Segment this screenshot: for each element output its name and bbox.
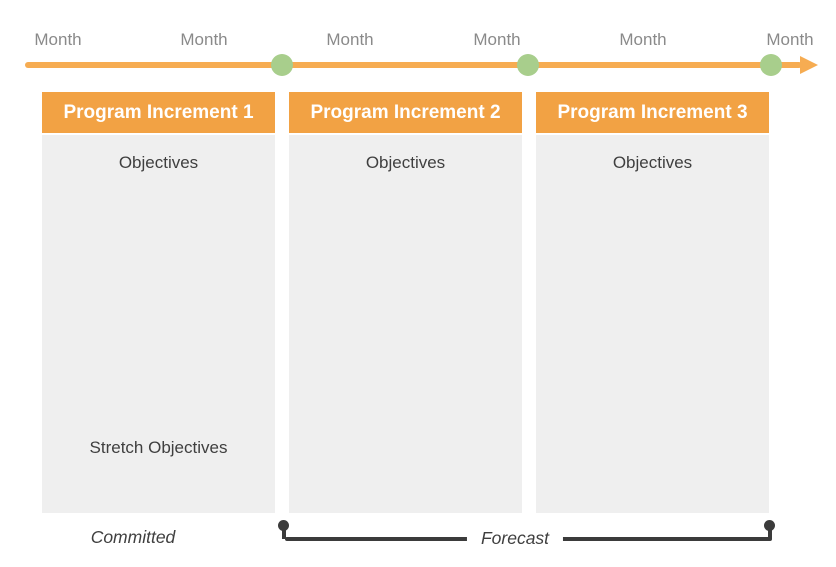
objectives-label: Objectives: [612, 153, 693, 172]
forecast-bracket-dot: [764, 520, 775, 531]
forecast-bracket-dot: [278, 520, 289, 531]
panel-body: Objectives: [536, 135, 769, 513]
objectives-label: Objectives: [365, 153, 446, 172]
forecast-bracket-end: [768, 526, 772, 539]
panel-program-increment-3: Program Increment 3 Objectives: [536, 92, 769, 513]
month-label: Month: [766, 30, 814, 49]
panel-body: Objectives Stretch Objectives: [42, 135, 275, 513]
forecast-bracket-end: [282, 526, 286, 539]
month-label: Month: [619, 30, 667, 49]
panel-header: Program Increment 1: [42, 92, 275, 133]
timeline-arrowhead-icon: [800, 56, 818, 74]
panel-body: Objectives: [289, 135, 522, 513]
stretch-objectives-label: Stretch Objectives: [89, 438, 228, 457]
milestone-dot: [271, 54, 293, 76]
panel-program-increment-1: Program Increment 1 Objectives Stretch O…: [42, 92, 275, 513]
timeline-arrow-line: [25, 62, 802, 68]
panel-header: Program Increment 2: [289, 92, 522, 133]
panel-header: Program Increment 3: [536, 92, 769, 133]
month-label: Month: [34, 30, 82, 49]
month-label: Month: [180, 30, 228, 49]
milestone-dot: [517, 54, 539, 76]
milestone-dot: [760, 54, 782, 76]
committed-label: Committed: [90, 527, 176, 547]
objectives-label: Objectives: [118, 153, 199, 172]
panel-program-increment-2: Program Increment 2 Objectives: [289, 92, 522, 513]
forecast-label: Forecast: [466, 527, 564, 549]
month-label: Month: [326, 30, 374, 49]
month-label: Month: [473, 30, 521, 49]
